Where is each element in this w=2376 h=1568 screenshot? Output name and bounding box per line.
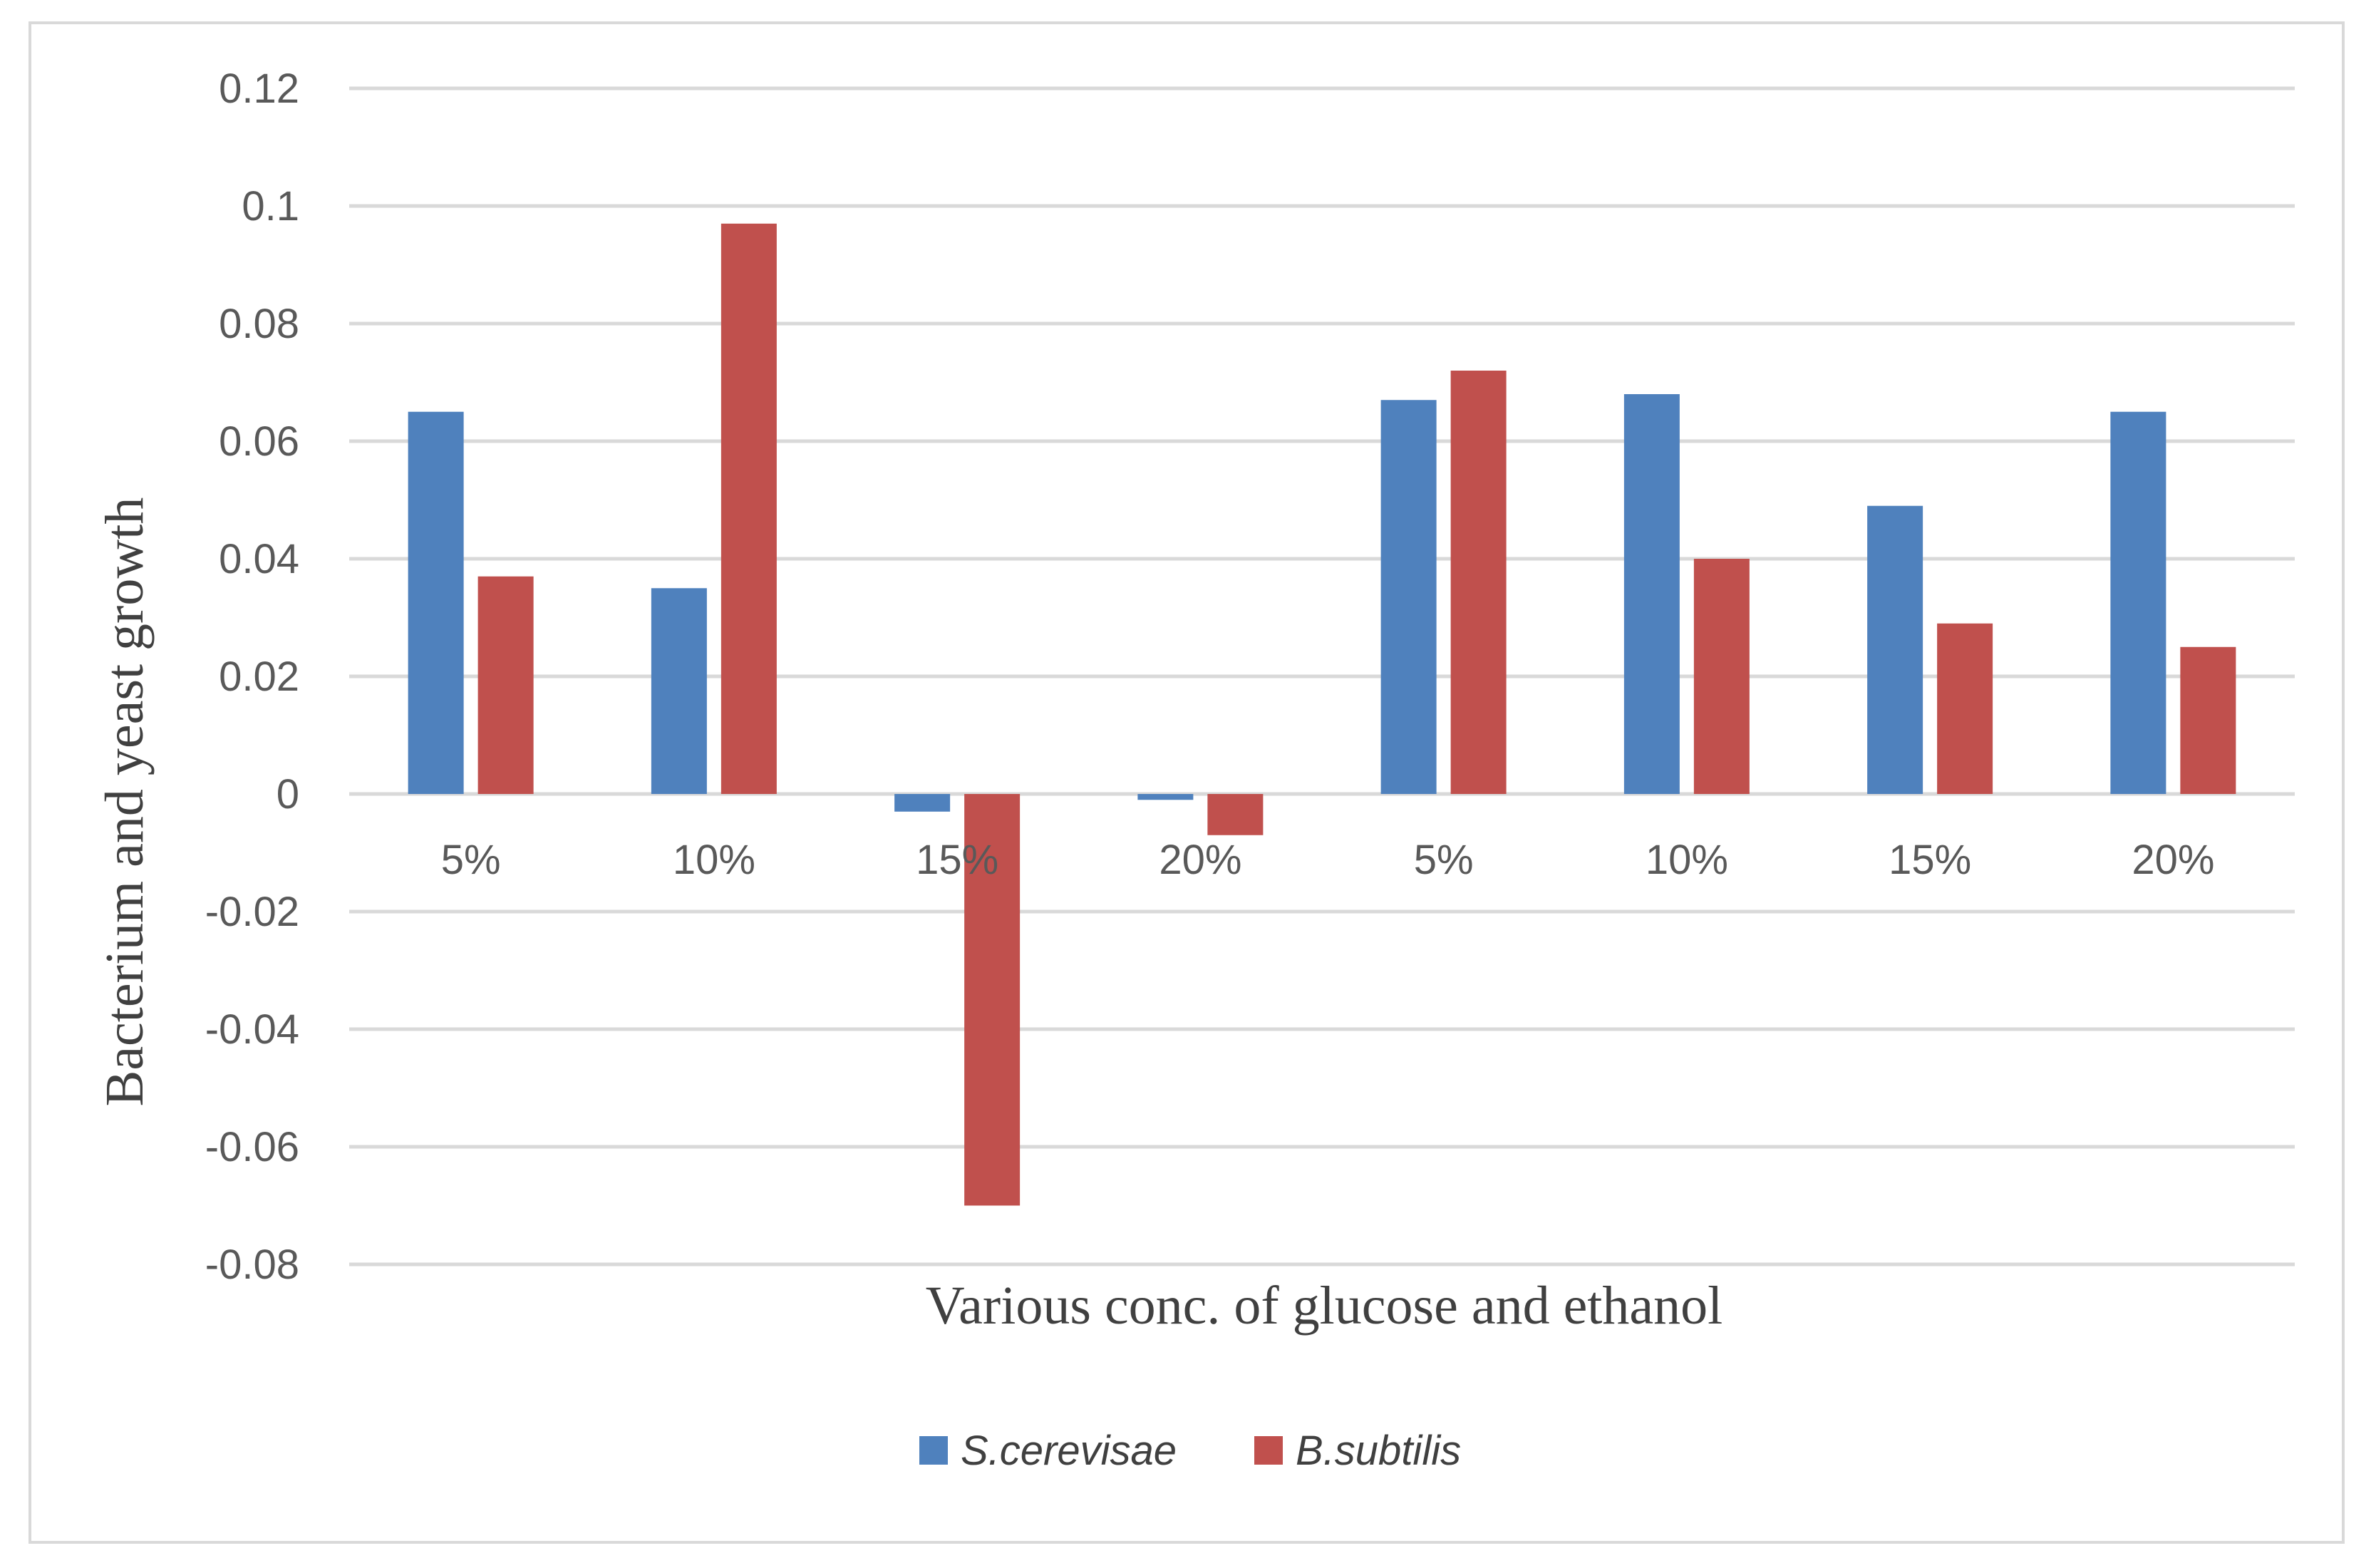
bar-b-subtilis-3 <box>964 794 1021 1206</box>
bar-s-cerevisae-8 <box>2110 411 2166 794</box>
y-tick-label: 0.08 <box>219 301 299 347</box>
y-tick-label: -0.04 <box>205 1006 299 1053</box>
bar-s-cerevisae-4 <box>1137 794 1194 800</box>
y-tick-label: 0.04 <box>219 536 299 582</box>
y-axis-title: Bacterium and yeast growth <box>95 497 155 1107</box>
x-tick-label: 5% <box>1414 837 1474 883</box>
legend-label: S.cerevisae <box>961 1428 1177 1474</box>
y-tick-label: 0.1 <box>242 183 299 229</box>
legend-item-b-subtilis: B.subtilis <box>1254 1428 1461 1474</box>
legend-item-s-cerevisae: S.cerevisae <box>919 1428 1177 1474</box>
bar-s-cerevisae-5 <box>1380 400 1437 794</box>
bar-b-subtilis-4 <box>1207 794 1264 835</box>
bar-b-subtilis-2 <box>720 223 777 794</box>
x-tick-label: 20% <box>2132 837 2214 883</box>
y-tick-label: -0.08 <box>205 1242 299 1288</box>
bar-b-subtilis-8 <box>2180 646 2236 794</box>
bar-b-subtilis-7 <box>1937 623 1993 794</box>
x-tick-label: 15% <box>1889 837 1971 883</box>
y-tick-label: -0.06 <box>205 1124 299 1170</box>
bar-s-cerevisae-3 <box>894 794 951 812</box>
y-tick-label: 0.06 <box>219 418 299 465</box>
bar-s-cerevisae-2 <box>651 588 707 794</box>
x-tick-label: 20% <box>1159 837 1241 883</box>
bars <box>408 223 2236 1206</box>
x-axis-title: Various conc. of glucose and ethanol <box>926 1276 1723 1336</box>
bar-b-subtilis-6 <box>1693 559 1750 794</box>
legend-swatch <box>1254 1436 1283 1465</box>
bar-s-cerevisae-6 <box>1623 394 1680 794</box>
bar-b-subtilis-1 <box>477 576 534 794</box>
bar-b-subtilis-5 <box>1450 371 1507 794</box>
x-tick-label: 5% <box>441 837 501 883</box>
y-tick-label: 0.12 <box>219 66 299 112</box>
x-tick-label: 10% <box>1646 837 1728 883</box>
y-tick-label: 0 <box>277 771 299 817</box>
bar-s-cerevisae-7 <box>1867 505 1923 794</box>
legend-label: B.subtilis <box>1296 1428 1461 1474</box>
legend: S.cerevisae B.subtilis <box>919 1428 1461 1474</box>
gridlines <box>349 86 2295 1267</box>
y-tick-labels: 0.12 0.1 0.08 0.06 0.04 0.02 0 -0.02 -0.04 -0.06 -… <box>205 66 299 1288</box>
x-tick-label: 10% <box>673 837 755 883</box>
chart-frame <box>29 21 2345 1544</box>
y-tick-label: 0.02 <box>219 654 299 700</box>
x-tick-labels: 5% 10% 15% 20% 5% 10% 15% 20% <box>441 837 2215 883</box>
bar-s-cerevisae-1 <box>408 411 464 794</box>
y-tick-label: -0.02 <box>205 889 299 935</box>
x-tick-label: 15% <box>916 837 998 883</box>
legend-swatch <box>919 1436 948 1465</box>
